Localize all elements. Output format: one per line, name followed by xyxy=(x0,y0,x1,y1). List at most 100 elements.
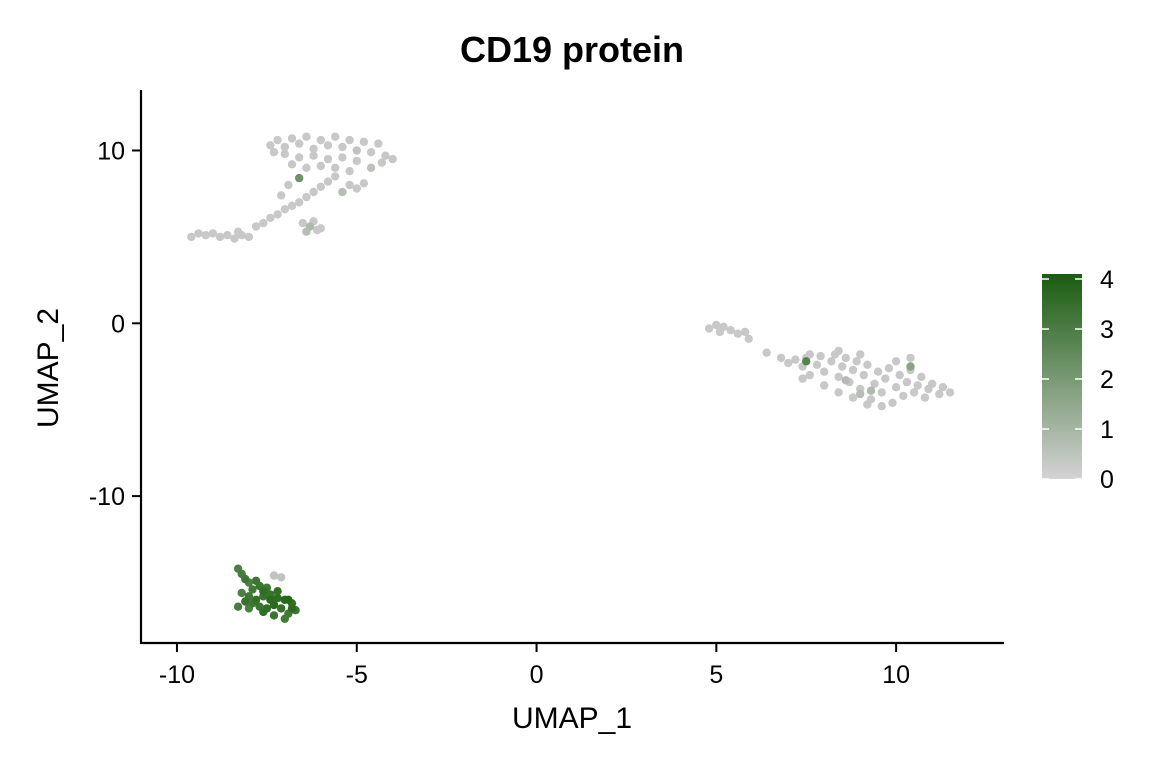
data-point xyxy=(895,370,904,380)
data-point xyxy=(323,141,333,150)
data-point xyxy=(856,389,865,399)
data-point xyxy=(277,573,286,582)
data-point xyxy=(248,585,257,594)
data-point xyxy=(287,201,297,210)
data-point xyxy=(359,179,369,188)
data-point xyxy=(345,180,354,190)
data-point xyxy=(237,588,246,598)
data-point xyxy=(316,135,325,145)
data-point xyxy=(715,327,725,337)
data-point xyxy=(316,224,325,233)
data-point xyxy=(269,600,279,610)
y-tick-label: -10 xyxy=(89,483,125,511)
data-point xyxy=(309,144,318,153)
data-point xyxy=(241,574,250,584)
data-point xyxy=(920,393,930,402)
data-point xyxy=(740,327,750,337)
data-point xyxy=(302,132,311,141)
data-point xyxy=(744,334,753,343)
data-point xyxy=(233,227,243,236)
data-point xyxy=(945,388,955,397)
data-point xyxy=(323,177,333,186)
colorbar-legend: 4 3 2 1 0 xyxy=(1042,266,1114,494)
data-point xyxy=(377,158,387,167)
data-point xyxy=(712,320,721,330)
data-point xyxy=(848,365,858,375)
data-point xyxy=(881,374,890,383)
data-point xyxy=(762,348,771,357)
data-point xyxy=(381,151,390,160)
data-point xyxy=(884,364,894,373)
colorbar-tick-label: 0 xyxy=(1100,466,1114,494)
data-point xyxy=(309,151,318,160)
data-point xyxy=(215,232,225,242)
data-point xyxy=(201,231,210,240)
y-axis-label: UMAP_2 xyxy=(32,308,65,428)
data-point xyxy=(251,222,261,231)
data-point xyxy=(791,355,800,364)
data-point xyxy=(295,139,304,148)
data-point xyxy=(366,163,376,172)
data-point xyxy=(733,329,743,338)
data-point xyxy=(230,234,239,243)
data-point xyxy=(726,326,735,335)
data-point xyxy=(295,173,304,183)
data-point xyxy=(223,231,232,240)
data-point xyxy=(856,350,865,359)
data-point xyxy=(273,210,282,219)
data-point xyxy=(359,137,369,146)
data-point xyxy=(917,372,926,382)
data-point xyxy=(251,595,261,604)
data-point xyxy=(841,376,850,385)
data-point xyxy=(273,593,282,603)
x-axis-label: UMAP_1 xyxy=(512,702,632,735)
data-point xyxy=(863,400,872,409)
data-point xyxy=(873,367,883,376)
data-point xyxy=(241,597,250,606)
data-point xyxy=(909,388,919,397)
data-point xyxy=(277,191,286,200)
data-point xyxy=(287,160,297,169)
data-point xyxy=(262,604,272,613)
chart-title: CD19 protein xyxy=(460,29,684,70)
x-tick-label: 5 xyxy=(709,661,723,689)
data-point xyxy=(345,135,354,145)
data-point xyxy=(316,182,325,191)
data-point xyxy=(838,362,847,371)
data-point xyxy=(266,213,275,223)
data-point xyxy=(331,172,340,181)
data-point xyxy=(870,379,879,388)
data-point xyxy=(280,142,289,152)
data-point xyxy=(295,198,304,207)
data-point xyxy=(374,139,383,148)
x-tick-label: -10 xyxy=(159,661,195,689)
data-point xyxy=(277,604,286,613)
data-point xyxy=(704,324,714,333)
data-point xyxy=(287,604,297,613)
data-point xyxy=(935,389,944,399)
colorbar-tick-label: 2 xyxy=(1100,366,1114,394)
colorbar-tick-label: 3 xyxy=(1100,316,1114,344)
data-point xyxy=(388,154,397,164)
x-tick-label: 10 xyxy=(882,661,910,689)
data-point xyxy=(352,184,361,193)
x-tick-label: 0 xyxy=(530,661,544,689)
data-point xyxy=(820,381,829,390)
data-point xyxy=(827,357,836,366)
data-point xyxy=(877,388,886,397)
data-point xyxy=(802,357,811,366)
data-point xyxy=(798,374,807,383)
data-point xyxy=(859,370,868,380)
data-point xyxy=(902,377,912,387)
data-point xyxy=(352,146,361,155)
data-point xyxy=(805,370,814,380)
data-point xyxy=(913,381,922,390)
data-point xyxy=(284,180,293,190)
points-layer xyxy=(187,132,955,623)
data-point xyxy=(187,232,196,242)
data-point xyxy=(280,614,289,623)
data-point xyxy=(305,222,315,231)
data-point xyxy=(266,141,275,150)
data-point xyxy=(269,611,279,620)
